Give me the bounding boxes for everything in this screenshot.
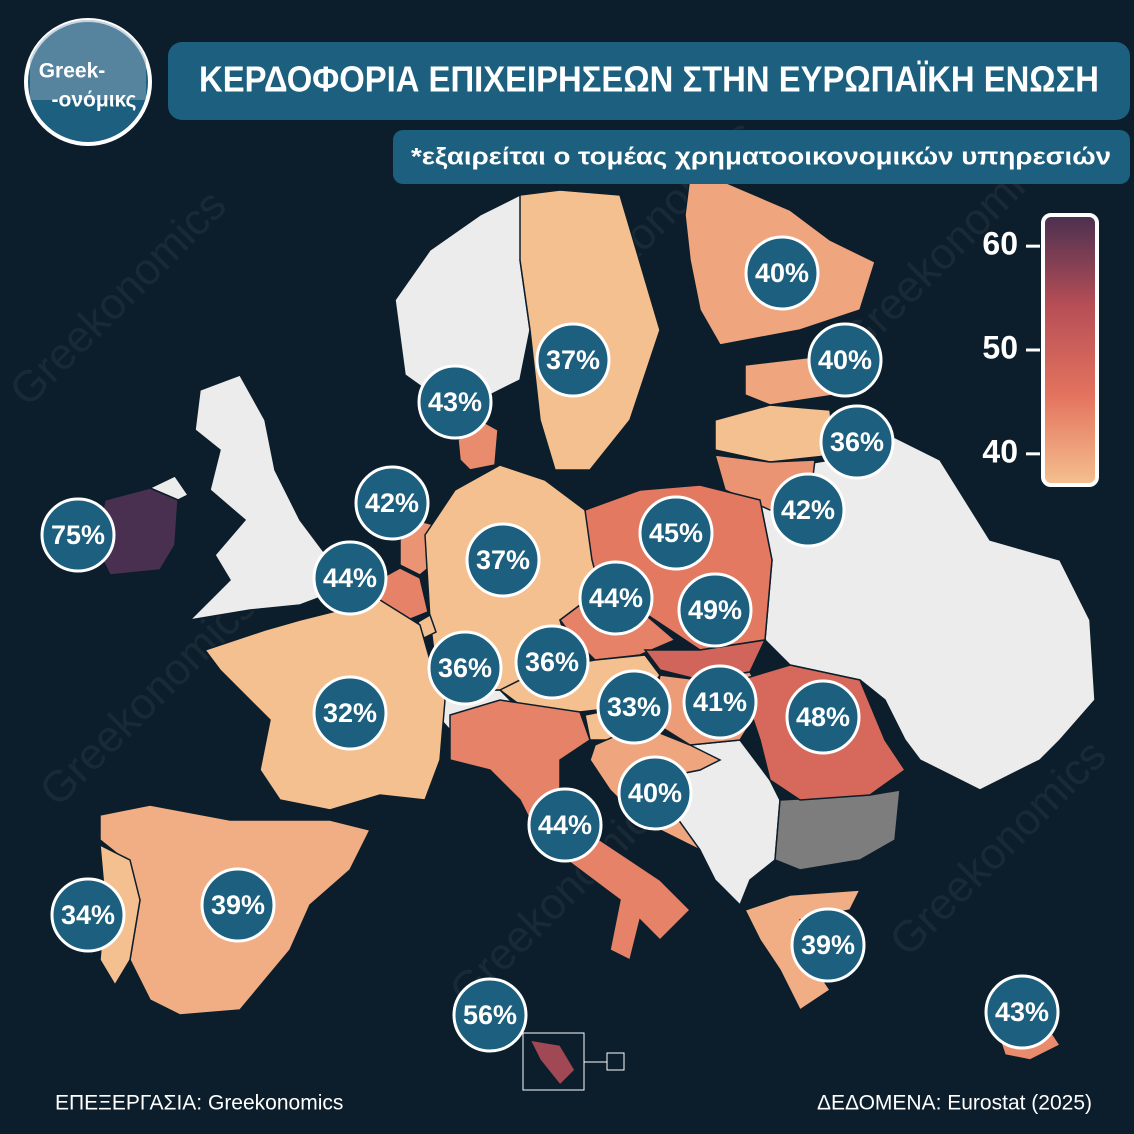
legend: 40 50 60 — [982, 226, 1040, 469]
value-label: 56% — [463, 1000, 517, 1030]
value-bubble — [617, 755, 693, 831]
logo-line-1: Greek- — [39, 60, 106, 83]
value-bubble — [790, 907, 866, 983]
value-label: 75% — [51, 520, 105, 550]
value-bubble — [427, 630, 503, 706]
value-label: 44% — [538, 810, 592, 840]
value-bubble — [744, 235, 820, 311]
value-label: 34% — [61, 900, 115, 930]
value-label: 39% — [211, 890, 265, 920]
value-bubble — [984, 974, 1060, 1050]
color-scale — [1041, 213, 1099, 487]
value-bubble — [819, 404, 895, 480]
title: ΚΕΡΔΟΦΟΡΙΑ ΕΠΙΧΕΙΡΗΣΕΩΝ ΣΤΗΝ ΕΥΡΩΠΑΪΚΗ Ε… — [199, 59, 1099, 100]
great-britain — [187, 374, 341, 622]
value-bubble — [527, 787, 603, 863]
value-label: 36% — [525, 647, 579, 677]
value-bubble — [578, 560, 654, 636]
value-label: 36% — [830, 427, 884, 457]
value-label: 42% — [781, 495, 835, 525]
credit-left: ΕΠΕΞΕΡΓΑΣΙΑ: Greekonomics — [55, 1092, 343, 1115]
value-bubble — [40, 497, 116, 573]
value-label: 44% — [323, 563, 377, 593]
value-bubbles: 75% 42% 44% 43% 37% 40% 40% 36% 42% 45% 37% 44% 49% 3… — [40, 235, 1060, 1053]
value-bubble — [770, 472, 846, 548]
value-bubble — [417, 364, 493, 440]
value-bubble — [354, 465, 430, 541]
value-label: 33% — [607, 692, 661, 722]
logo-flag — [30, 19, 146, 101]
legend-tick-label: 40 — [982, 433, 1018, 469]
subtitle-box — [393, 130, 1130, 184]
value-bubble — [465, 522, 541, 598]
value-bubble — [535, 322, 611, 398]
value-bubble — [200, 867, 276, 943]
value-bubble — [514, 624, 590, 700]
value-label: 39% — [801, 930, 855, 960]
value-label: 40% — [755, 258, 809, 288]
value-bubble — [312, 675, 388, 751]
value-label: 40% — [818, 345, 872, 375]
logo-line-2: -ονόμικς — [52, 89, 137, 112]
bulgaria-no-data — [774, 789, 901, 871]
legend-tick-label: 50 — [982, 329, 1018, 365]
value-bubble — [807, 322, 883, 398]
value-label: 40% — [628, 778, 682, 808]
value-label: 32% — [323, 698, 377, 728]
subtitle: *εξαιρείται ο τομέας χρηματοοικονομικών … — [411, 143, 1111, 170]
value-label: 45% — [649, 518, 703, 548]
title-box — [168, 42, 1130, 120]
value-label: 42% — [365, 488, 419, 518]
value-bubble — [312, 540, 388, 616]
value-bubble — [452, 977, 528, 1053]
value-label: 37% — [476, 545, 530, 575]
value-label: 48% — [796, 702, 850, 732]
legend-tick-label: 60 — [982, 226, 1018, 262]
value-bubble — [785, 679, 861, 755]
value-label: 41% — [693, 687, 747, 717]
value-bubble — [50, 877, 126, 953]
value-label: 44% — [589, 583, 643, 613]
value-label: 43% — [995, 997, 1049, 1027]
credit-right: ΔΕΔΟΜΕΝΑ: Eurostat (2025) — [817, 1092, 1092, 1115]
country — [528, 1039, 576, 1087]
value-bubble — [596, 669, 672, 745]
value-label: 49% — [688, 595, 742, 625]
value-bubble — [677, 572, 753, 648]
value-bubble — [682, 664, 758, 740]
value-label: 37% — [546, 345, 600, 375]
value-bubble — [638, 495, 714, 571]
value-label: 36% — [438, 653, 492, 683]
value-label: 43% — [428, 387, 482, 417]
